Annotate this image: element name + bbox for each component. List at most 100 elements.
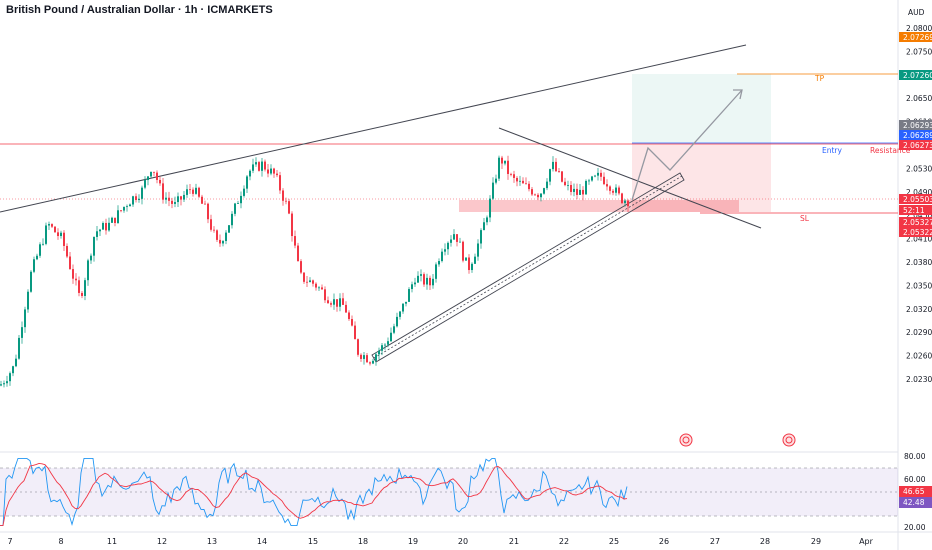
candle xyxy=(384,344,386,346)
candle xyxy=(111,217,113,223)
candle xyxy=(249,170,251,177)
price-tag xyxy=(899,120,932,130)
candle xyxy=(0,384,2,386)
candle xyxy=(495,178,497,183)
upper-trendline[interactable] xyxy=(0,44,747,213)
candle xyxy=(447,242,449,250)
price-tick: 2.08000 xyxy=(906,24,932,33)
candle xyxy=(114,217,116,224)
candle xyxy=(360,354,362,359)
event-marker-icon[interactable] xyxy=(679,433,693,447)
ascending-channel[interactable] xyxy=(371,172,685,363)
candle xyxy=(174,202,176,204)
candle xyxy=(462,241,464,261)
candle xyxy=(528,183,530,190)
candle xyxy=(438,261,440,265)
candle xyxy=(63,232,65,246)
candle xyxy=(561,171,563,182)
candle xyxy=(459,241,461,243)
candle xyxy=(27,291,29,310)
candle xyxy=(351,319,353,326)
price-tick: 2.02900 xyxy=(906,328,932,337)
candle xyxy=(210,219,212,230)
candle xyxy=(90,255,92,261)
time-tick: 7 xyxy=(7,537,12,546)
candle xyxy=(510,173,512,175)
candle xyxy=(258,162,260,171)
candle xyxy=(555,161,557,172)
candle xyxy=(609,186,611,191)
rsi-band xyxy=(0,468,898,516)
candle xyxy=(405,301,407,304)
candle xyxy=(12,366,14,374)
rsi-ma-line[interactable] xyxy=(0,462,628,527)
candle xyxy=(18,337,20,359)
candle xyxy=(402,303,404,312)
candle xyxy=(618,187,620,194)
candle xyxy=(336,299,338,307)
candle xyxy=(177,196,179,203)
candle xyxy=(585,180,587,195)
time-axis[interactable]: 7 8 11 12 13 14 15 18 19 20 21 22 25 26 27 28 29 Apr xyxy=(7,537,873,546)
time-tick: 15 xyxy=(308,537,318,546)
candle xyxy=(606,184,608,187)
candle xyxy=(309,280,311,283)
candle xyxy=(615,187,617,193)
candle xyxy=(120,210,122,212)
projection-path[interactable] xyxy=(631,89,743,201)
candle xyxy=(159,179,161,184)
candle xyxy=(78,280,80,293)
candle xyxy=(42,243,44,245)
price-tick: 2.02300 xyxy=(906,375,932,384)
candle xyxy=(207,203,209,220)
candle xyxy=(552,161,554,170)
candle xyxy=(147,176,149,181)
candle xyxy=(372,360,374,364)
candle xyxy=(513,174,515,178)
time-tick: 11 xyxy=(107,537,117,546)
candle xyxy=(297,245,299,262)
candle xyxy=(540,193,542,198)
chart-title: British Pound / Australian Dollar · 1h ·… xyxy=(6,4,273,16)
entry-label: Entry xyxy=(822,146,843,155)
descending-trendline[interactable] xyxy=(498,127,762,229)
candle xyxy=(186,189,188,195)
candle xyxy=(216,230,218,240)
projection-arrowhead xyxy=(733,89,743,100)
candle xyxy=(57,232,59,237)
candle xyxy=(246,176,248,189)
candle xyxy=(231,213,233,226)
candle xyxy=(168,197,170,201)
price-tag-label: 2.07260 xyxy=(903,71,932,80)
price-tick: 2.05300 xyxy=(906,164,932,173)
candle xyxy=(81,292,83,296)
candle xyxy=(396,316,398,327)
rsi-line[interactable] xyxy=(0,457,628,527)
candle xyxy=(21,327,23,338)
candlestick-series[interactable] xyxy=(0,155,629,388)
candle xyxy=(51,224,53,227)
candle xyxy=(537,194,539,198)
candle xyxy=(354,325,356,340)
candle xyxy=(144,180,146,188)
candle xyxy=(222,241,224,244)
candle xyxy=(321,287,323,290)
price-tag-label: 2.06293 xyxy=(903,121,932,130)
candle xyxy=(465,257,467,261)
price-tag xyxy=(899,194,932,204)
rsi-value: 46.65 xyxy=(903,487,925,496)
candle xyxy=(594,175,596,177)
candle xyxy=(54,226,56,233)
candle xyxy=(303,272,305,282)
candle xyxy=(99,229,101,232)
candle xyxy=(240,195,242,204)
candle xyxy=(393,326,395,333)
candle xyxy=(225,232,227,242)
candle xyxy=(291,213,293,237)
candle xyxy=(204,203,206,205)
candle xyxy=(600,172,602,177)
event-marker-icon[interactable] xyxy=(782,433,796,447)
candle xyxy=(234,203,236,214)
